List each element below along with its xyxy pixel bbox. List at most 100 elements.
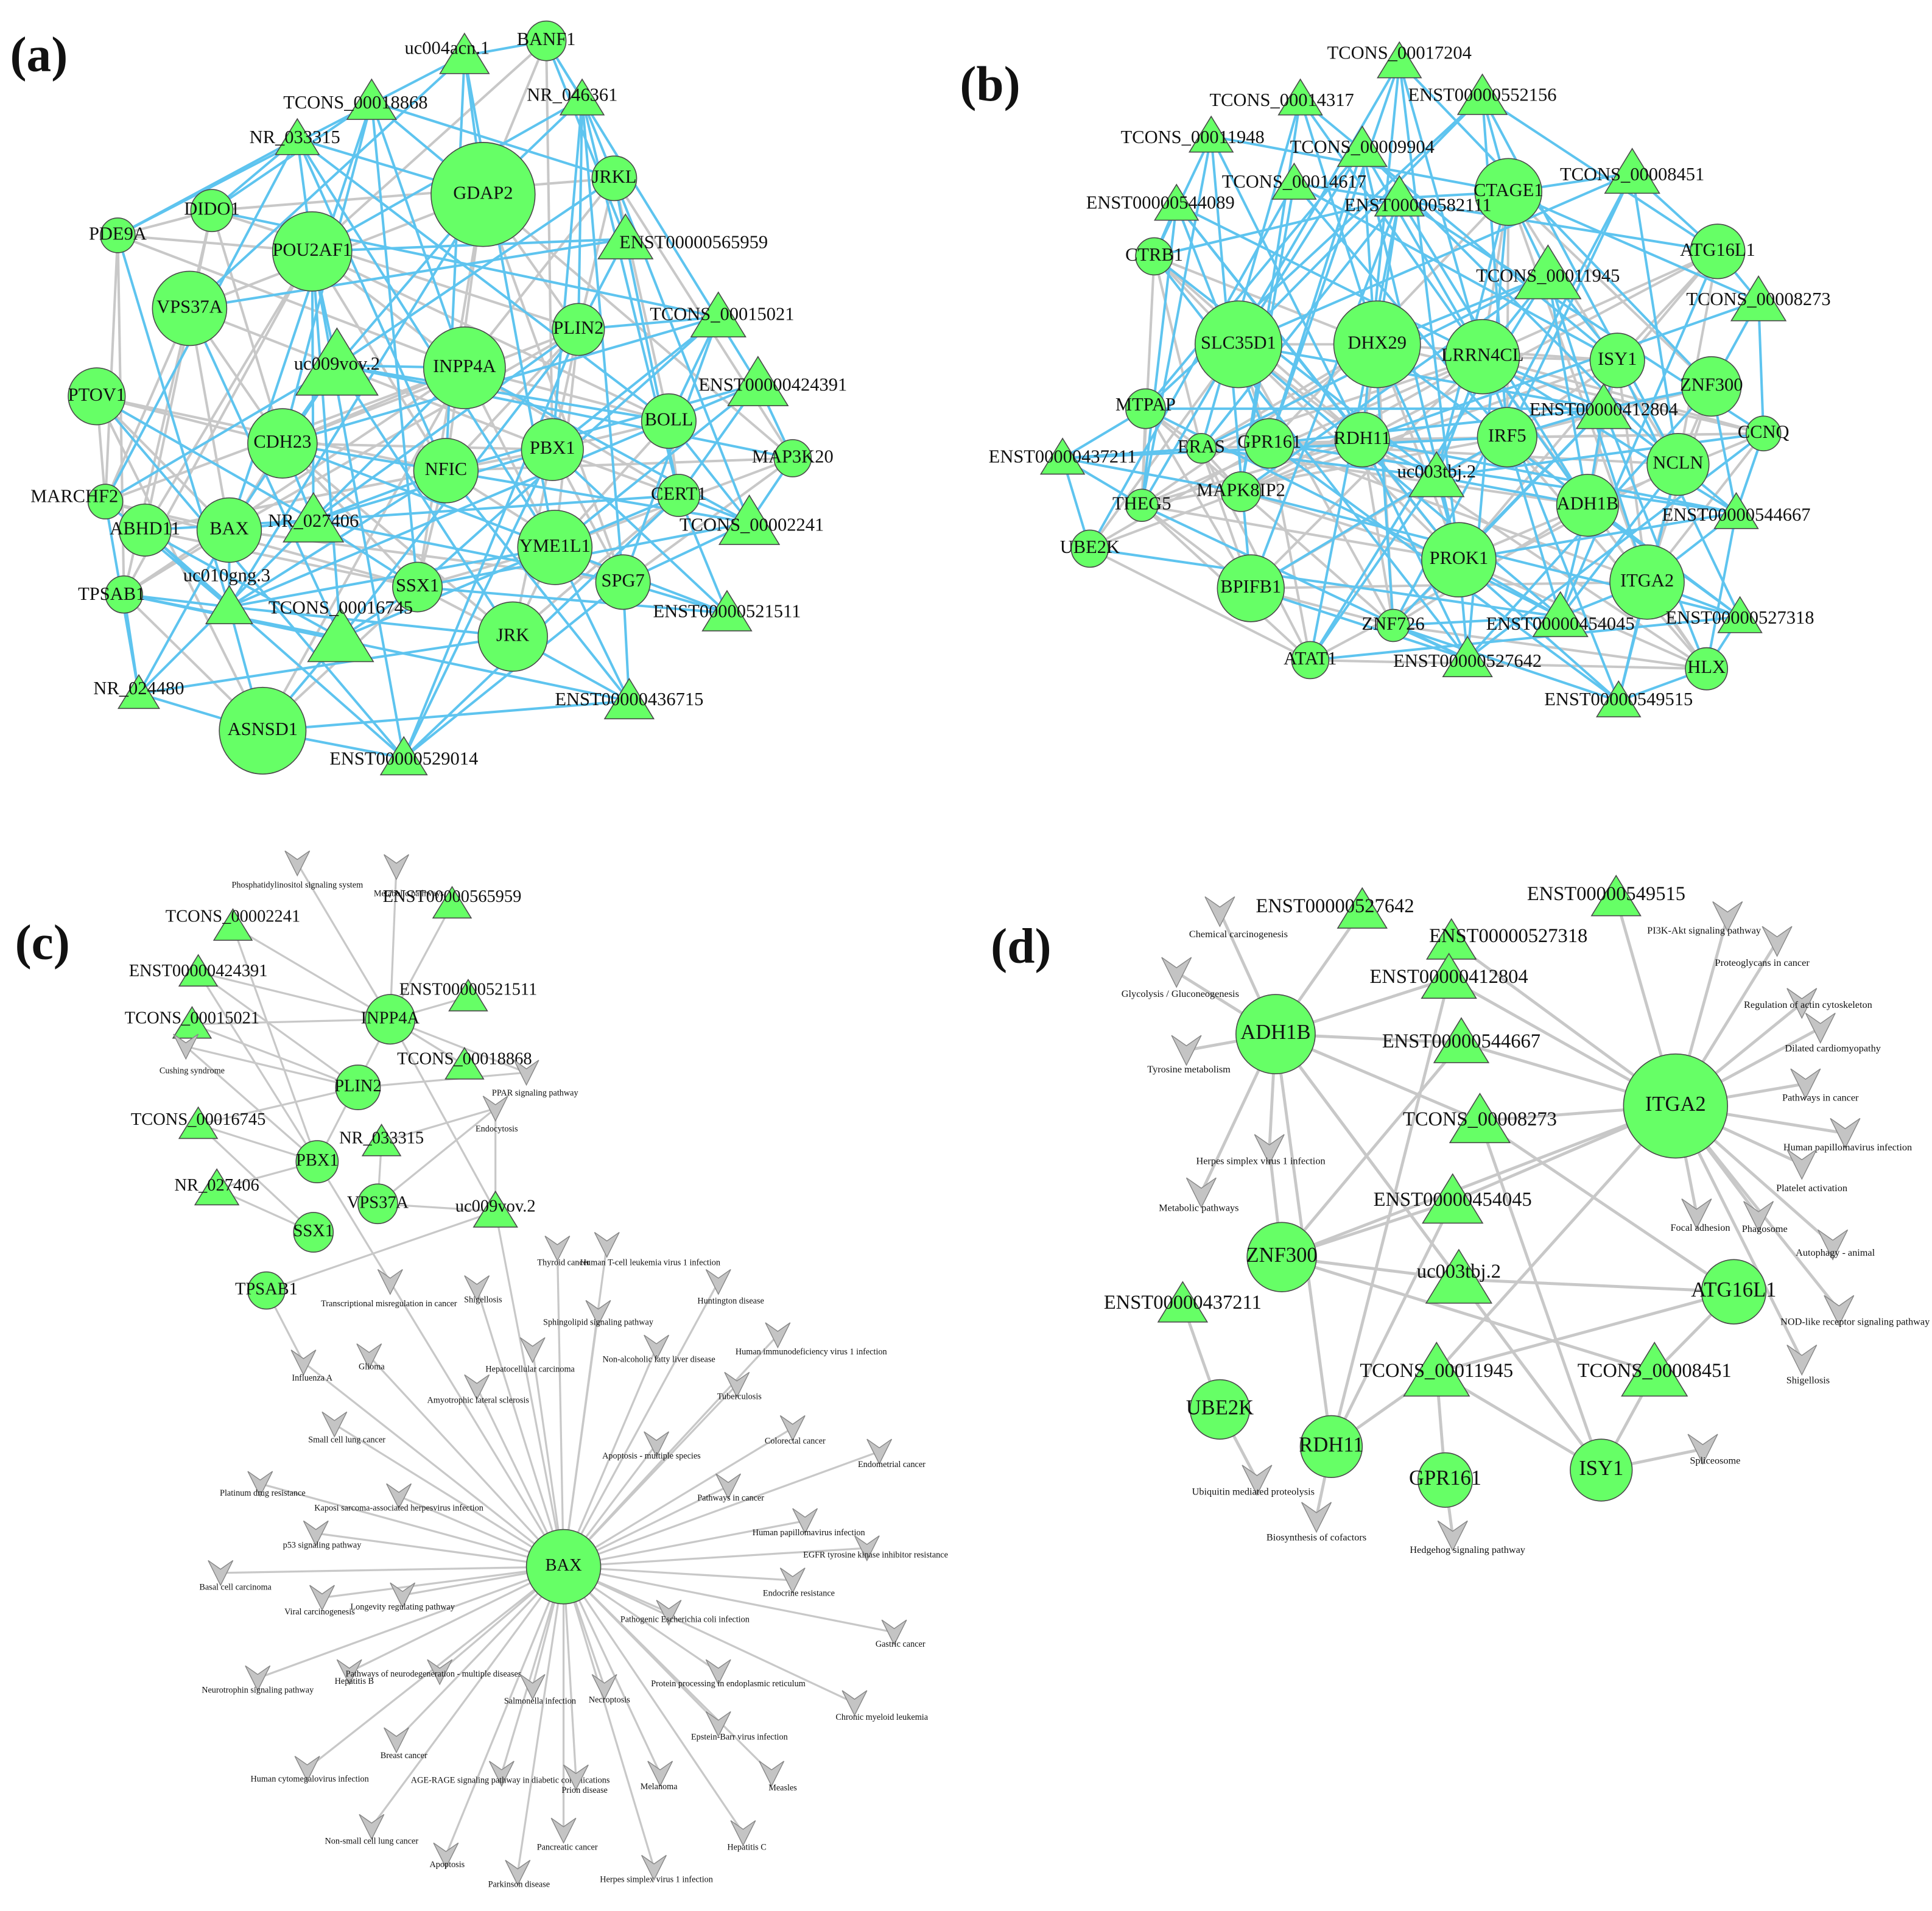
gene-node — [1444, 318, 1520, 395]
pathway-node — [1186, 1177, 1217, 1209]
pathway-label: Parkinson disease — [488, 1880, 550, 1890]
gene-node — [1417, 1452, 1474, 1508]
edge — [563, 1427, 793, 1568]
pathway-label: Spliceosome — [1690, 1455, 1740, 1466]
lncrna-node — [283, 491, 345, 543]
pathway-label: Focal adhesion — [1671, 1222, 1730, 1233]
node-label: ENST00000436715 — [555, 689, 703, 709]
pathway-node — [377, 1269, 403, 1295]
gene-node — [521, 418, 584, 481]
node-label: ENST00000437211 — [989, 446, 1137, 466]
node-label: HLX — [1687, 656, 1726, 677]
gene-node — [190, 189, 234, 233]
pathway-label: Neurotrophin signaling pathway — [202, 1685, 314, 1695]
pathway-node — [1786, 988, 1818, 1019]
lncrna-node — [444, 1046, 485, 1080]
edge — [321, 1566, 564, 1599]
edge — [1140, 136, 1213, 506]
pathway-label: Endocrine resistance — [763, 1589, 835, 1599]
node-label: CDH23 — [253, 431, 311, 452]
edge — [337, 364, 669, 423]
edge — [1457, 1278, 1603, 1471]
node-label: ZNF300 — [1246, 1244, 1318, 1267]
gene-node — [365, 994, 416, 1045]
pathway-node — [519, 1673, 546, 1700]
edge — [1200, 448, 1312, 661]
gene-node — [591, 155, 638, 202]
node-label: RDH11 — [1299, 1433, 1363, 1456]
node-label: GPR161 — [1409, 1466, 1481, 1490]
lncrna-node — [1514, 244, 1582, 300]
pathway-label: Endometrial cancer — [858, 1460, 926, 1469]
node-label: ENST00000527318 — [1429, 925, 1587, 947]
pathway-label: Human papillomavirus infection — [1783, 1142, 1912, 1153]
pathway-node — [359, 1814, 385, 1840]
node-label: BANF1 — [517, 29, 576, 49]
pathway-label: Phagosome — [1742, 1223, 1788, 1234]
pathway-label: Hepatitis B — [335, 1677, 374, 1686]
pathway-label: Glioma — [359, 1362, 385, 1371]
pathway-node — [1830, 1117, 1861, 1149]
edge — [554, 382, 759, 549]
pathway-node — [427, 1659, 453, 1686]
node-label: TCONS_00008273 — [1403, 1108, 1557, 1130]
pathway-label: Pancreatic cancer — [537, 1843, 598, 1853]
gene-node — [272, 211, 353, 292]
edge — [259, 1482, 564, 1568]
lncrna-node — [178, 954, 219, 987]
node-label: NR_024480 — [93, 678, 184, 699]
node-label: RDH11 — [1333, 428, 1391, 448]
edge — [1559, 463, 1679, 618]
edge — [297, 138, 670, 423]
node-label: ATG16L1 — [1691, 1278, 1776, 1301]
edge — [511, 329, 580, 637]
edge — [198, 971, 391, 1021]
edge — [1154, 197, 1400, 258]
edge — [117, 234, 465, 369]
edge — [1310, 615, 1740, 661]
edge — [1481, 95, 1719, 253]
pathway-node — [779, 1568, 806, 1594]
gene-node — [423, 326, 506, 409]
edge — [551, 316, 720, 451]
edge — [315, 1532, 564, 1568]
pathway-label: PI3K-Akt signaling pathway — [1647, 925, 1762, 936]
pathway-node — [1301, 1502, 1332, 1533]
node-label: YME1L1 — [519, 535, 591, 556]
pathway-node — [641, 1854, 667, 1881]
gene-node — [68, 367, 126, 426]
edge — [563, 1519, 806, 1568]
node-label: TCONS_00017204 — [1327, 42, 1472, 63]
lncrna-node — [213, 908, 253, 941]
edge — [232, 926, 318, 1163]
pathway-label: Breast cancer — [381, 1751, 427, 1761]
node-label: MARCHF2 — [30, 486, 118, 507]
node-label: ISY1 — [1579, 1457, 1623, 1480]
edge — [545, 40, 627, 240]
node-label: PLIN2 — [553, 317, 603, 338]
node-label: TCONS_00014617 — [1222, 171, 1366, 192]
edge — [1458, 558, 1707, 670]
edge — [357, 1071, 527, 1089]
gene-node — [247, 1271, 286, 1310]
edge — [562, 1312, 600, 1567]
edge — [563, 1566, 894, 1634]
node-label: uc003tbj.2 — [1397, 461, 1476, 482]
node-label: MAPK8IP2 — [1196, 479, 1285, 500]
edge — [1293, 182, 1618, 362]
gene-node — [335, 1065, 381, 1111]
node-label: TPSAB1 — [78, 583, 145, 604]
pathway-label: Non-small cell lung cancer — [325, 1836, 419, 1846]
edge — [1062, 457, 1242, 493]
edge — [1435, 1105, 1677, 1373]
node-label: NR_027406 — [175, 1176, 259, 1195]
pathway-node — [585, 1300, 611, 1326]
edge — [123, 367, 465, 596]
node-label: uc009vov.2 — [455, 1197, 536, 1216]
edge — [188, 55, 466, 309]
edge — [563, 1547, 867, 1568]
gene-node — [1189, 1379, 1251, 1440]
edge — [516, 1566, 565, 1873]
gene-node — [1334, 412, 1390, 468]
pathway-label: AGE-RAGE signaling pathway in diabetic c… — [411, 1776, 610, 1786]
